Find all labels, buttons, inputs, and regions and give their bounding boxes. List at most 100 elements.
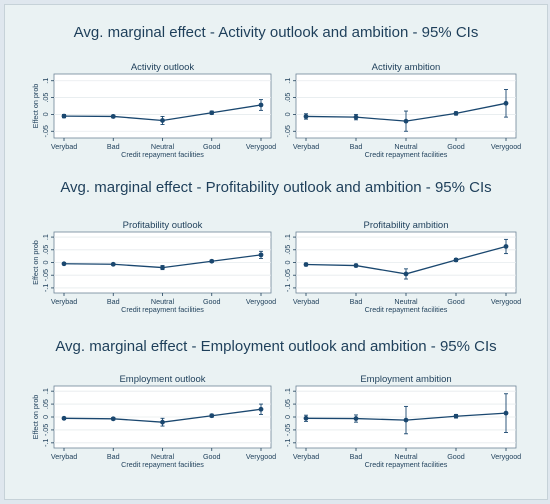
chart-canvas: Avg. marginal effect - Activity outlook …: [31, 24, 521, 469]
panel-3-x-tick-label: Neutral: [151, 297, 175, 306]
panel-6-title: Employment ambition: [360, 374, 451, 385]
panel-6-y-tick-label: -.05: [283, 424, 292, 436]
panel-1-y-axis-label: Effect on prob: [31, 84, 40, 129]
panel-5-x-tick-label: Bad: [107, 452, 120, 461]
row-title-1: Avg. marginal effect - Activity outlook …: [74, 24, 479, 41]
panel-3-data-point: [258, 252, 264, 258]
panel-2-data-point: [403, 118, 409, 124]
panel-1-data-point: [110, 114, 116, 119]
panel-1-x-axis-label: Credit repayment facilities: [121, 150, 204, 159]
panel-5-x-tick-label: Verybad: [51, 452, 77, 461]
panel-1-x-tick-label: Good: [203, 142, 221, 151]
panel-3-y-tick-label: .1: [41, 234, 50, 240]
panel-3-x-tick-label: Verygood: [246, 297, 276, 306]
panel-5-data-point: [209, 413, 215, 419]
panel-5-data-point: [160, 419, 165, 425]
panel-3-title: Profitability outlook: [123, 220, 203, 231]
panel-6-y-tick-label: 0: [283, 415, 292, 419]
panel-4-title: Profitability ambition: [363, 220, 448, 231]
panel-3-x-tick-label: Bad: [107, 297, 120, 306]
panel-6-x-tick-label: Neutral: [394, 452, 418, 461]
panel-1-plot-area: [53, 73, 272, 139]
panel-1-y-tick-label: .1: [41, 78, 50, 84]
panel-4-y-tick-label: -.05: [283, 269, 292, 281]
panel-5-x-axis-label: Credit repayment facilities: [121, 460, 204, 469]
panel-4-data-point: [503, 244, 509, 249]
panel-2-x-tick-label: Bad: [350, 142, 363, 151]
row-title-3: Avg. marginal effect - Employment outloo…: [55, 338, 496, 355]
panel-1-x-tick-label: Verybad: [51, 142, 77, 151]
panel-3-y-tick-label: 0: [41, 261, 50, 265]
panel-2-data-point: [303, 114, 309, 119]
panel-4-y-tick-label: .05: [283, 245, 292, 255]
panel-6-data-point: [453, 413, 459, 419]
panel-6-data-point: [503, 410, 509, 416]
panel-4-x-tick-label: Bad: [350, 297, 363, 306]
panel-4-data-point: [303, 262, 309, 267]
panel-4-data-point: [453, 257, 459, 263]
panel-2-y-tick-label: .05: [283, 93, 292, 103]
panel-5-y-tick-label: -.05: [41, 424, 50, 436]
panel-1-data-point: [61, 113, 67, 119]
panel-6-data-point: [303, 415, 309, 421]
panel-5-data-point: [61, 415, 67, 421]
panel-2-title: Activity ambition: [372, 62, 441, 73]
panel-2-y-tick-label: -.05: [283, 125, 292, 137]
panel-4-x-tick-label: Neutral: [394, 297, 418, 306]
panel-3-data-point: [110, 261, 116, 267]
panel-5-y-tick-label: -.1: [41, 439, 50, 447]
panel-1-data-point: [209, 110, 215, 116]
panel-5-y-tick-label: .05: [41, 399, 50, 409]
panel-2-data-point: [503, 100, 509, 106]
panel-1-data-point: [160, 118, 165, 123]
panel-3-y-axis-label: Effect on prob: [31, 240, 40, 285]
panel-5-x-tick-label: Neutral: [151, 452, 175, 461]
panel-2-x-tick-label: Verygood: [491, 142, 521, 151]
panel-4-x-tick-label: Verybad: [293, 297, 319, 306]
panel-4-y-tick-label: -.1: [283, 284, 292, 292]
row-title-2: Avg. marginal effect - Profitability out…: [60, 179, 491, 196]
panel-6-x-tick-label: Bad: [350, 452, 363, 461]
figure: Avg. marginal effect - Activity outlook …: [4, 4, 548, 500]
panel-3-y-tick-label: -.1: [41, 284, 50, 292]
panel-6-x-axis-label: Credit repayment facilities: [365, 460, 448, 469]
panel-2-y-tick-label: 0: [283, 112, 292, 116]
panel-3-y-tick-label: .05: [41, 245, 50, 255]
panel-4-data-point: [353, 263, 359, 268]
panel-3-data-point: [160, 265, 165, 270]
panel-5-data-point: [258, 406, 264, 412]
panel-1-y-tick-label: .05: [41, 93, 50, 103]
panel-1-x-tick-label: Bad: [107, 142, 120, 151]
panel-2-x-tick-label: Verybad: [293, 142, 319, 151]
panel-3-x-tick-label: Verybad: [51, 297, 77, 306]
panel-4-y-tick-label: 0: [283, 261, 292, 265]
panel-1-y-tick-label: -.05: [41, 125, 50, 137]
panel-6-data-point: [403, 417, 409, 423]
panel-2-y-tick-label: .1: [283, 78, 292, 84]
panel-2-data-point: [453, 111, 459, 116]
panel-6-x-tick-label: Verygood: [491, 452, 521, 461]
panel-4-x-tick-label: Verygood: [491, 297, 521, 306]
panel-6-y-tick-label: .1: [283, 388, 292, 394]
panel-1-title: Activity outlook: [131, 62, 195, 73]
panel-3-data-point: [209, 258, 215, 264]
panel-6-x-tick-label: Good: [447, 452, 465, 461]
panel-6-x-tick-label: Verybad: [293, 452, 319, 461]
panel-6-y-tick-label: -.1: [283, 439, 292, 447]
panel-3-data-point: [61, 261, 67, 267]
panel-4-x-axis-label: Credit repayment facilities: [365, 305, 448, 314]
panel-5-y-axis-label: Effect on prob: [31, 395, 40, 440]
panel-2-data-point: [353, 114, 359, 120]
panel-4-data-point: [403, 271, 409, 277]
panel-5-data-point: [110, 416, 116, 422]
panel-3-x-axis-label: Credit repayment facilities: [121, 305, 204, 314]
panel-6-y-tick-label: .05: [283, 399, 292, 409]
panel-5-y-tick-label: .1: [41, 388, 50, 394]
panel-5-y-tick-label: 0: [41, 415, 50, 419]
panel-5-x-tick-label: Verygood: [246, 452, 276, 461]
panel-5-x-tick-label: Good: [203, 452, 221, 461]
panel-2-x-axis-label: Credit repayment facilities: [365, 150, 448, 159]
panel-1-x-tick-label: Verygood: [246, 142, 276, 151]
panel-1-y-tick-label: 0: [41, 112, 50, 116]
panel-1-x-tick-label: Neutral: [151, 142, 175, 151]
